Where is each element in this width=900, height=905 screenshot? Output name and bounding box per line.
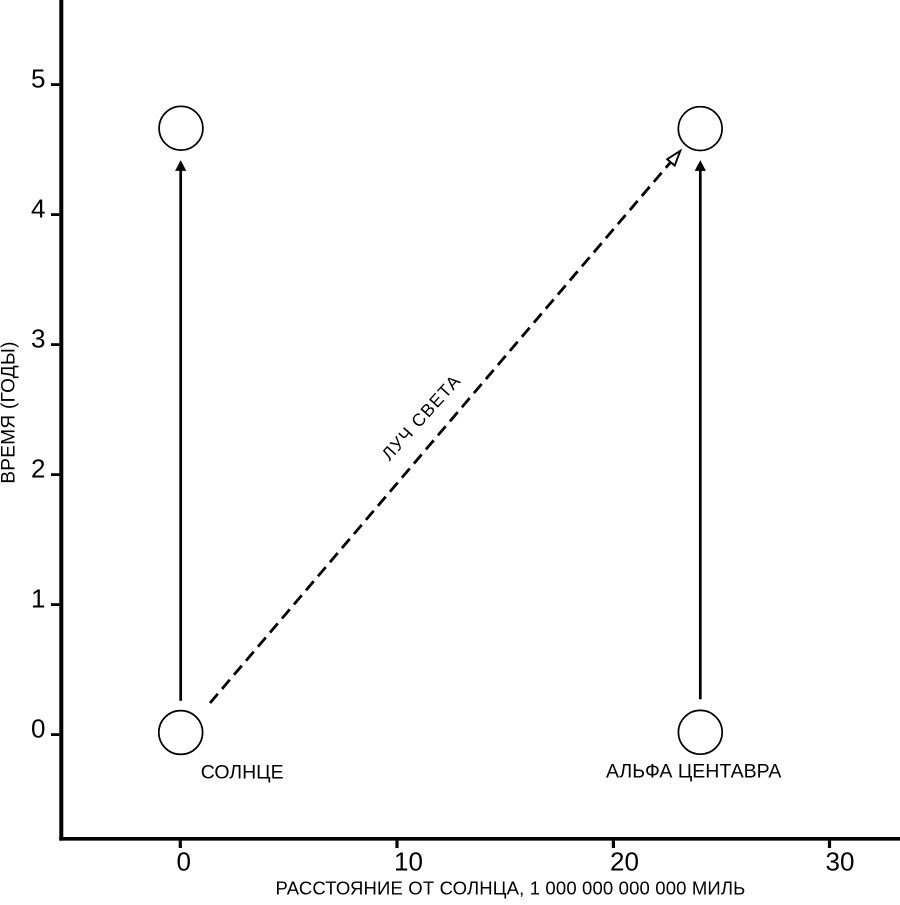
svg-text:РАССТОЯНИЕ ОТ СОЛНЦА, 1 000 00: РАССТОЯНИЕ ОТ СОЛНЦА, 1 000 000 000 000 … [276,878,746,899]
svg-text:1: 1 [31,583,45,613]
svg-text:20: 20 [610,847,639,877]
svg-text:4: 4 [31,193,45,223]
svg-text:0: 0 [31,713,45,743]
svg-text:СОЛНЦЕ: СОЛНЦЕ [201,762,284,784]
svg-text:5: 5 [31,63,45,93]
svg-text:2: 2 [31,453,45,483]
svg-text:30: 30 [826,847,855,877]
svg-text:АЛЬФА ЦЕНТАВРА: АЛЬФА ЦЕНТАВРА [606,761,781,783]
svg-text:10: 10 [394,847,423,877]
svg-text:3: 3 [31,323,45,353]
svg-text:ВРЕМЯ (ГОДЫ): ВРЕМЯ (ГОДЫ) [0,341,20,483]
svg-text:0: 0 [177,847,191,877]
